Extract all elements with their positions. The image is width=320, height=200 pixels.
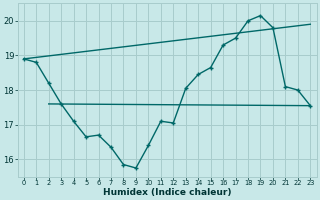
X-axis label: Humidex (Indice chaleur): Humidex (Indice chaleur) (103, 188, 231, 197)
